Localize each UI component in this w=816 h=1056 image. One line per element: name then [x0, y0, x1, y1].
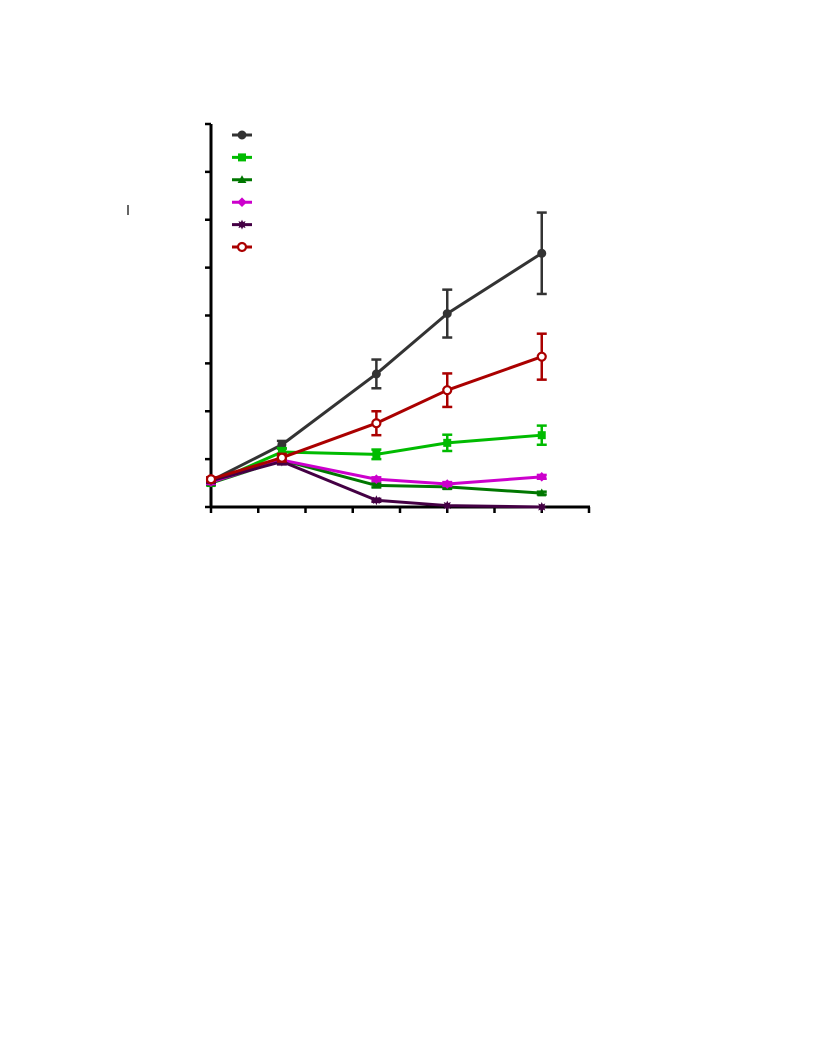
legend-marker-s3 [237, 175, 247, 183]
point-s2-2 [372, 450, 381, 459]
point-s4-4 [536, 472, 547, 482]
point-s6-1 [276, 452, 287, 463]
point-s2-4 [537, 431, 546, 440]
point-s1-3 [442, 309, 452, 319]
point-s5-2 [371, 495, 382, 506]
point-s6-0 [205, 474, 217, 485]
point-s2-3 [443, 438, 452, 447]
point-s6-2 [371, 418, 382, 429]
point-s2-1 [277, 447, 286, 456]
point-s5-4 [536, 502, 547, 512]
legend-marker-s1 [237, 130, 247, 140]
point-s6-4 [536, 351, 547, 362]
point-s1-2 [371, 369, 381, 379]
point-s3-2 [371, 480, 381, 489]
legend-marker-s6 [236, 241, 248, 253]
point-s1-4 [537, 248, 547, 258]
legend-marker-s2 [238, 153, 246, 162]
point-s4-3 [442, 479, 453, 489]
point-s3-4 [537, 488, 547, 497]
point-s6-3 [442, 385, 453, 396]
legend-marker-s5 [237, 219, 247, 230]
point-s4-2 [371, 474, 382, 485]
point-s5-3 [442, 500, 453, 511]
legend-marker-s4 [237, 197, 247, 207]
